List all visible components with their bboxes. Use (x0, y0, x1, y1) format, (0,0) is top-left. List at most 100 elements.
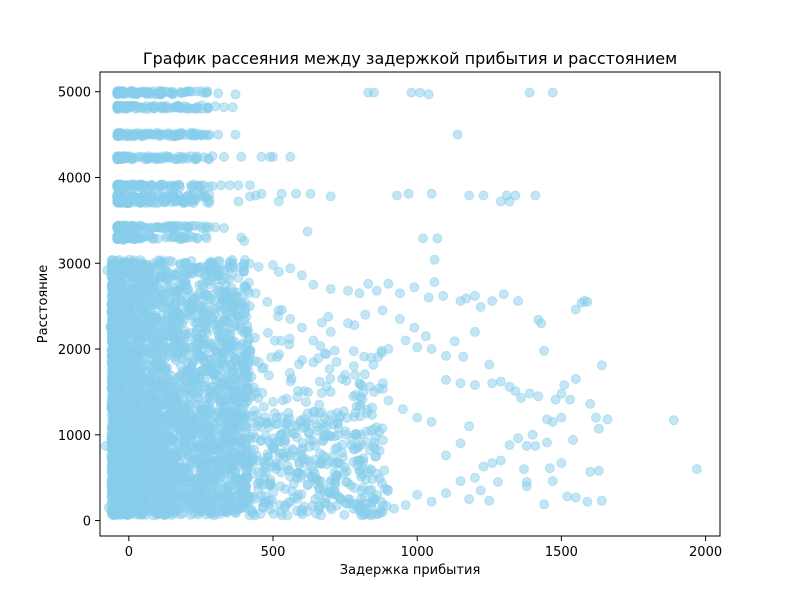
data-point (151, 197, 162, 208)
data-point (239, 266, 250, 277)
data-point (423, 292, 434, 303)
data-point (533, 391, 544, 402)
data-point (161, 272, 172, 283)
data-point (123, 319, 134, 330)
data-point (544, 463, 555, 474)
data-point (118, 129, 129, 140)
data-point (225, 417, 236, 427)
data-point (343, 494, 353, 505)
data-point (175, 260, 186, 271)
data-point (172, 491, 183, 502)
data-point (161, 180, 172, 191)
x-axis: 0 500 1000 1500 2000 (125, 536, 722, 560)
data-point (160, 195, 171, 206)
data-point (455, 476, 466, 487)
data-point (170, 286, 181, 297)
data-point (441, 374, 451, 385)
data-point (176, 388, 187, 399)
data-point (201, 233, 212, 244)
data-point (258, 502, 268, 513)
data-point (264, 495, 275, 506)
data-point (591, 412, 601, 423)
data-point (510, 190, 521, 201)
data-point (374, 426, 385, 437)
data-point (354, 288, 365, 299)
data-point (469, 326, 480, 337)
data-point (362, 467, 373, 478)
data-point (141, 299, 152, 310)
data-point (325, 326, 336, 337)
data-point (452, 129, 463, 140)
data-point (109, 377, 120, 388)
data-point (154, 316, 165, 327)
data-point (188, 181, 199, 192)
data-point (147, 445, 158, 456)
data-point (273, 305, 284, 316)
x-tick-label: 1500 (545, 545, 578, 560)
data-point (469, 290, 480, 301)
data-point (325, 191, 336, 202)
data-point (350, 389, 361, 400)
data-point (118, 152, 129, 163)
data-point (138, 407, 149, 418)
data-point (524, 388, 535, 399)
data-point (487, 378, 498, 389)
data-point (219, 102, 229, 113)
data-point (244, 491, 255, 502)
data-point (246, 505, 256, 516)
data-point (596, 360, 607, 371)
data-point (174, 480, 185, 491)
data-point (268, 396, 278, 407)
data-point (224, 367, 235, 378)
data-point (253, 261, 264, 272)
data-point (285, 376, 296, 387)
data-point (412, 489, 423, 500)
data-point (177, 402, 188, 413)
data-point (556, 412, 567, 423)
data-point (262, 327, 273, 338)
data-point (539, 499, 550, 510)
data-point (200, 492, 211, 503)
data-point (349, 429, 360, 440)
data-point (100, 440, 111, 451)
data-point (238, 363, 249, 374)
data-point (187, 355, 198, 366)
data-point (420, 331, 431, 342)
data-point (195, 267, 206, 278)
data-point (340, 426, 351, 437)
data-point (296, 270, 307, 281)
data-point (178, 231, 189, 242)
data-point (570, 374, 581, 384)
data-point (140, 129, 151, 140)
data-point (118, 222, 129, 233)
data-point (118, 235, 129, 246)
data-point (297, 355, 308, 366)
data-point (268, 151, 278, 162)
data-point (262, 478, 273, 489)
data-point (305, 435, 316, 445)
data-point (170, 312, 181, 323)
data-point (143, 151, 154, 162)
data-point (143, 503, 154, 514)
data-point (274, 349, 285, 360)
data-point (352, 460, 363, 471)
data-point (151, 260, 162, 271)
data-point (383, 344, 394, 354)
x-axis-label: Задержка прибытия (340, 563, 481, 578)
data-point (406, 87, 417, 98)
data-point (231, 407, 242, 418)
data-point (484, 359, 495, 370)
data-point (198, 380, 209, 391)
data-point (231, 504, 242, 515)
data-point (251, 409, 262, 420)
data-point (339, 509, 350, 520)
data-point (348, 346, 359, 357)
data-point (691, 464, 702, 475)
data-point (369, 87, 379, 98)
data-point (226, 461, 237, 472)
data-point (198, 312, 209, 323)
data-point (249, 332, 260, 343)
data-point (124, 284, 134, 294)
data-point (153, 496, 164, 507)
data-point (112, 87, 123, 98)
